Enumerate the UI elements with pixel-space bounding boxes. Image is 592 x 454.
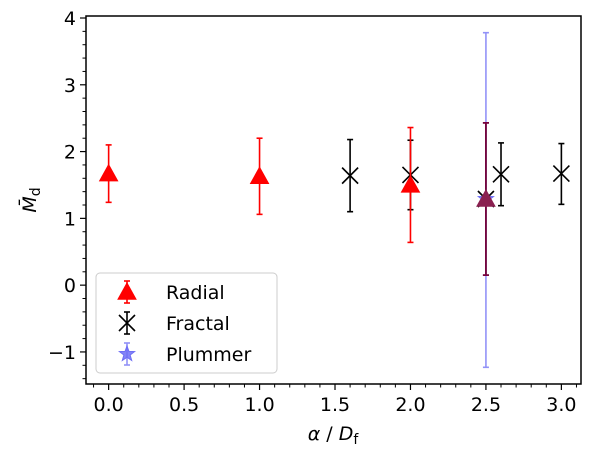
x-marker-stroke bbox=[492, 165, 510, 183]
data-point-radial bbox=[400, 174, 421, 193]
x-marker-stroke bbox=[118, 314, 136, 332]
legend-label-radial: Radial bbox=[166, 282, 225, 304]
data-point-radial bbox=[98, 163, 119, 182]
x-tick-label: 1.5 bbox=[320, 394, 350, 416]
x-tick-label: 0.0 bbox=[94, 394, 124, 416]
data-layer bbox=[98, 31, 570, 369]
series-fractal bbox=[341, 122, 570, 276]
y-tick-label: −1 bbox=[48, 342, 76, 364]
y-axis-label: M̄d bbox=[17, 187, 44, 212]
legend-item-radial: Radial bbox=[117, 280, 225, 304]
tick-labels: 0.0 0.5 1.0 1.5 2.0 2.5 3.0 −1 0 1 2 3 4 bbox=[48, 8, 577, 416]
y-tick-label: 1 bbox=[64, 208, 76, 230]
legend-item-plummer: Plummer bbox=[117, 342, 251, 366]
legend-marker-plummer bbox=[117, 344, 137, 362]
data-point-fractal bbox=[341, 167, 359, 185]
legend: Radial Fractal Plummer bbox=[95, 272, 278, 374]
legend-label-fractal: Fractal bbox=[166, 313, 230, 335]
legend-items: Radial Fractal Plummer bbox=[117, 280, 251, 366]
x-axis-label: α / Df bbox=[308, 423, 360, 448]
x-tick-label: 3.0 bbox=[546, 394, 576, 416]
x-marker-stroke bbox=[341, 167, 359, 185]
x-tick-label: 2.5 bbox=[471, 394, 501, 416]
data-point-fractal bbox=[492, 165, 510, 183]
series-radial bbox=[98, 122, 496, 276]
legend-item-fractal: Fractal bbox=[118, 311, 230, 335]
y-tick-label: 4 bbox=[64, 8, 76, 30]
legend-label-plummer: Plummer bbox=[166, 344, 251, 366]
y-tick-label: 0 bbox=[64, 275, 76, 297]
x-tick-label: 2.0 bbox=[395, 394, 425, 416]
x-tick-label: 1.0 bbox=[244, 394, 274, 416]
data-point-radial bbox=[249, 166, 270, 184]
data-point-fractal bbox=[552, 165, 570, 183]
legend-marker-radial bbox=[117, 281, 137, 300]
y-tick-label: 3 bbox=[64, 75, 76, 97]
legend-box bbox=[95, 272, 278, 374]
x-marker-stroke bbox=[552, 165, 570, 183]
x-tick-label: 0.5 bbox=[169, 394, 199, 416]
legend-marker-fractal bbox=[118, 314, 136, 332]
y-tick-label: 2 bbox=[64, 142, 76, 164]
data-point-radial bbox=[476, 188, 496, 207]
major-ticks bbox=[80, 17, 562, 390]
plot-area-frame bbox=[85, 15, 582, 385]
